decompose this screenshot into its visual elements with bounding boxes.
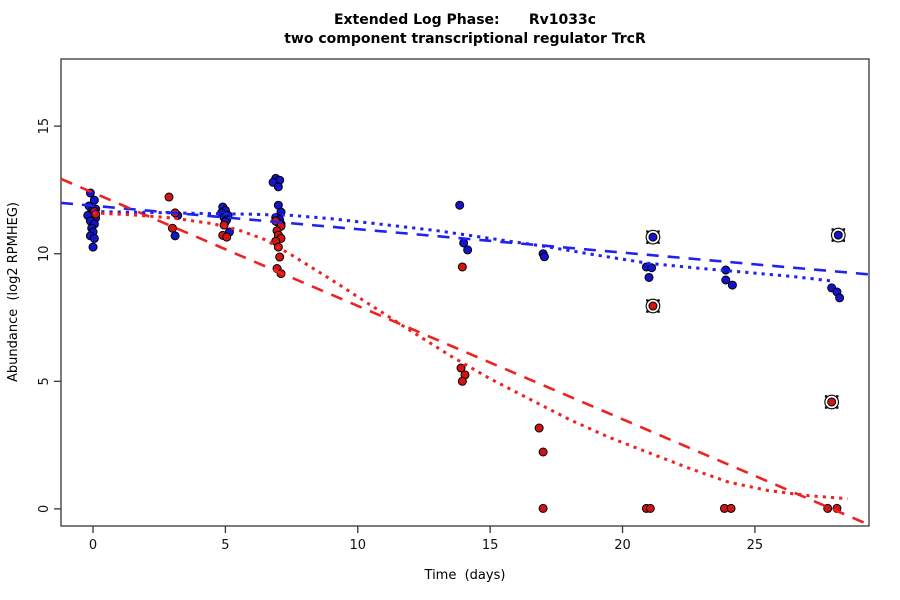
highlight-corner-tick [646,299,649,302]
highlight-corner-tick [646,310,649,313]
red-highlighted-point [827,397,837,407]
blue-series-point [273,182,283,192]
highlight-corner-tick [831,228,834,231]
blue-series-point [170,231,180,241]
highlight-corner-tick [831,239,834,242]
highlight-ring [645,229,661,245]
highlight-corner-tick [824,395,828,398]
red-series-point [538,447,548,457]
highlight-corner-tick [836,406,839,409]
red-linear-fit-line [60,177,870,526]
blue-series-point [835,293,845,303]
highlight-corner-tick [657,299,660,302]
blue-series-point [647,263,657,273]
blue-series-point [463,245,473,255]
x-tick-label: 25 [747,538,764,553]
chart-subtitle: two component transcriptional regulator … [284,31,646,47]
red-series-point [164,192,174,202]
highlight-corner-tick [836,395,839,398]
blue-highlighted-point [648,232,658,242]
blue-series-point [539,252,549,262]
red-series-point [457,376,467,386]
blue-series-point [89,233,99,243]
highlight-corner-tick [657,230,660,233]
highlight-ring [824,394,840,410]
blue-linear-fit-line [60,201,870,276]
highlight-corner-tick [824,406,828,409]
red-series-point [538,503,548,513]
plot-box [60,58,870,527]
y-tick-label: 0 [37,505,52,513]
highlight-corner-tick [842,239,846,242]
red-smooth-fit-line [92,211,848,501]
red-series-point [275,252,285,262]
x-axis-label: Time (days) [424,568,506,583]
highlight-corner-tick [646,230,649,233]
blue-series-point [721,275,731,285]
red-series-point [726,503,736,513]
x-tick-label: 5 [221,538,229,553]
red-series-point [167,223,177,233]
blue-series-point [88,242,98,252]
blue-series-point [727,280,737,290]
red-series-point [457,262,467,272]
y-tick-label: 5 [37,377,52,385]
red-series-point [222,232,232,242]
red-series-point [534,423,544,433]
highlight-corner-tick [842,228,846,231]
blue-highlighted-point [833,230,843,240]
x-tick-label: 20 [614,538,631,553]
highlight-corner-tick [646,241,649,244]
highlight-ring [830,227,846,243]
red-highlighted-point [648,301,658,311]
y-tick-label: 10 [37,245,52,262]
blue-smooth-fit-line [92,210,835,283]
highlight-corner-tick [657,310,660,313]
highlight-ring [645,298,661,314]
highlight-corner-tick [657,241,660,244]
blue-series-point [455,200,465,210]
chart-title: Extended Log Phase: Rv1033c [333,12,597,28]
red-series-point [456,363,466,373]
red-series-point [823,503,833,513]
x-tick-label: 15 [482,538,499,553]
y-tick-label: 15 [37,118,52,135]
x-tick-label: 10 [350,538,367,553]
blue-series-point [644,272,654,282]
red-series-point [645,503,655,513]
x-tick-label: 0 [89,538,97,553]
blue-series-point [89,195,99,205]
